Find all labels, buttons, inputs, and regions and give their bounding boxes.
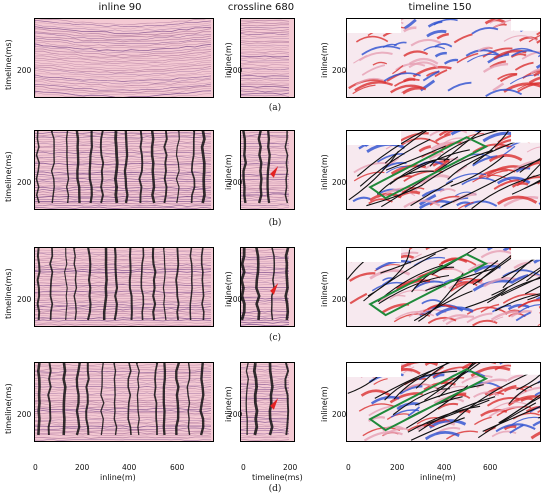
column-title-crossline: crossline 680 — [227, 2, 295, 13]
crossline-panel-2 — [240, 247, 295, 327]
x-axis-label-inline: inline(m) — [100, 473, 136, 482]
row-label-1: (b) — [268, 218, 282, 228]
x-tick-timeline-600: 600 — [483, 463, 498, 472]
inline-panel-0 — [34, 18, 214, 98]
y-axis-label-timeline: inline(m) — [320, 42, 329, 78]
y-tick-crossline: 200 — [228, 295, 243, 304]
crossline-panel-0 — [240, 18, 295, 98]
timeline-panel-3 — [346, 362, 541, 442]
y-axis-label-timeline: inline(m) — [320, 386, 329, 422]
x-axis-label-timeline: inline(m) — [420, 473, 456, 482]
timeline-panel-2 — [346, 247, 541, 327]
y-tick-inline: 200 — [17, 178, 32, 187]
y-tick-inline: 200 — [17, 410, 32, 419]
inline-panel-2 — [34, 247, 214, 327]
timeline-panel-0 — [346, 18, 541, 98]
x-axis-label-crossline: timeline(ms) — [252, 473, 303, 482]
y-axis-label-inline: timeline(ms) — [4, 383, 13, 434]
y-axis-label-inline: timeline(ms) — [4, 39, 13, 90]
x-tick-crossline-0: 0 — [241, 463, 246, 472]
x-tick-inline-400: 400 — [122, 463, 137, 472]
y-tick-inline: 200 — [17, 66, 32, 75]
inline-panel-1 — [34, 130, 214, 210]
y-tick-inline: 200 — [17, 295, 32, 304]
y-tick-timeline: 200 — [332, 66, 347, 75]
y-tick-timeline: 200 — [332, 178, 347, 187]
row-label-3: (d) — [268, 484, 282, 494]
y-axis-label-inline: timeline(ms) — [4, 151, 13, 202]
row-label-0: (a) — [268, 103, 282, 113]
y-tick-timeline: 200 — [332, 410, 347, 419]
x-tick-inline-600: 600 — [170, 463, 185, 472]
x-tick-crossline-200: 200 — [283, 463, 298, 472]
y-tick-crossline: 200 — [228, 410, 243, 419]
x-tick-timeline-400: 400 — [437, 463, 452, 472]
x-tick-inline-200: 200 — [75, 463, 90, 472]
column-title-timeline: timeline 150 — [408, 2, 472, 13]
timeline-panel-1 — [346, 130, 541, 210]
x-tick-inline-0: 0 — [33, 463, 38, 472]
y-tick-timeline: 200 — [332, 295, 347, 304]
y-axis-label-timeline: inline(m) — [320, 154, 329, 190]
y-tick-crossline: 200 — [228, 178, 243, 187]
inline-panel-3 — [34, 362, 214, 442]
y-axis-label-timeline: inline(m) — [320, 271, 329, 307]
row-label-2: (c) — [268, 333, 282, 343]
column-title-inline: inline 90 — [98, 2, 142, 13]
crossline-panel-1 — [240, 130, 295, 210]
crossline-panel-3 — [240, 362, 295, 442]
x-tick-timeline-0: 0 — [346, 463, 351, 472]
y-axis-label-inline: timeline(ms) — [4, 268, 13, 319]
y-tick-crossline: 200 — [228, 66, 243, 75]
x-tick-timeline-200: 200 — [390, 463, 405, 472]
